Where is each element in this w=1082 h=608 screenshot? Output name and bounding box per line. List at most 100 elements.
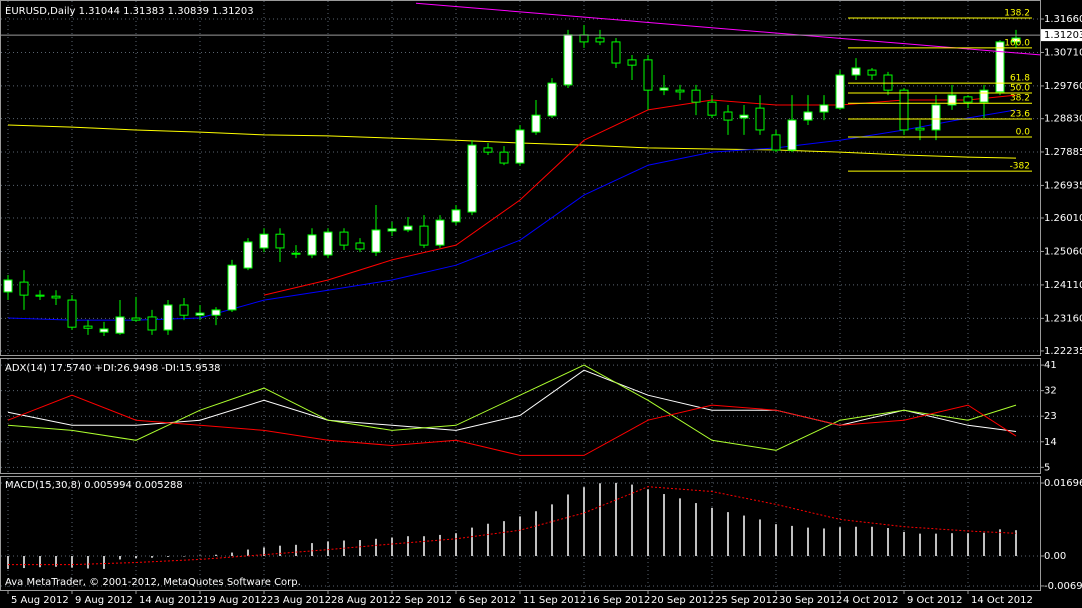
- macd-bar: [167, 556, 169, 557]
- candle-body: [739, 114, 749, 119]
- candle-body: [1011, 37, 1021, 43]
- y-tick-label: 41: [1044, 360, 1057, 371]
- y-tick-label: -0.00696: [1044, 581, 1082, 592]
- candle-body: [35, 294, 45, 297]
- candle-body: [643, 59, 653, 91]
- fibo-level-label: 23.6: [1010, 110, 1030, 120]
- macd-bar: [551, 504, 553, 557]
- fibo-level-label: 0.0: [1016, 127, 1031, 137]
- last-price-box: [1041, 29, 1082, 42]
- candle-body: [947, 94, 957, 106]
- candle-body: [451, 209, 461, 223]
- candle-body: [307, 234, 317, 256]
- macd-bar: [199, 555, 201, 557]
- candle-body: [611, 41, 621, 64]
- macd-bar: [887, 528, 889, 557]
- fibo-level-label: 138.2: [1004, 8, 1030, 18]
- macd-bar: [839, 527, 841, 557]
- candle-body: [931, 104, 941, 131]
- candle-body: [323, 231, 333, 256]
- candle-body: [163, 304, 173, 331]
- macd-bar: [503, 521, 505, 557]
- candle-body: [355, 242, 365, 250]
- x-tick-label: 16 Sep 2012: [587, 595, 650, 606]
- macd-bar: [743, 515, 745, 557]
- y-tick-label: 1.26010: [1044, 213, 1082, 224]
- data-layer: [1, 2, 1041, 569]
- macd-bar: [999, 529, 1001, 557]
- macd-bar: [919, 533, 921, 557]
- macd-bar: [439, 534, 441, 557]
- macd-bar: [55, 556, 57, 567]
- macd-bar: [871, 526, 873, 557]
- candle-body: [19, 281, 29, 296]
- x-tick-label: 14 Aug 2012: [139, 595, 203, 606]
- x-tick-label: 6 Sep 2012: [459, 595, 516, 606]
- fibo-level-label: -382: [1010, 162, 1030, 172]
- macd-bar: [103, 556, 105, 569]
- y-tick-label: 14: [1044, 437, 1057, 448]
- candle-body: [835, 74, 845, 109]
- candle-body: [67, 299, 77, 328]
- macd-bar: [647, 489, 649, 557]
- trend-line: [415, 2, 1041, 56]
- candle-body: [899, 89, 909, 131]
- macd-bar: [775, 524, 777, 557]
- candle-body: [419, 225, 429, 246]
- y-tick-label: 1.27885: [1044, 147, 1082, 158]
- macd-bar: [455, 533, 457, 557]
- y-tick-label: 1.26935: [1044, 180, 1082, 191]
- candle-body: [291, 252, 301, 255]
- macd-bar: [423, 536, 425, 557]
- y-tick-label: 23: [1044, 411, 1057, 422]
- fibo-level-label: 100.0: [1004, 38, 1030, 48]
- macd-bar: [791, 525, 793, 557]
- candle-body: [195, 312, 205, 316]
- candle-body: [755, 107, 765, 131]
- macd-bar: [951, 533, 953, 557]
- candle-body: [371, 229, 381, 253]
- x-tick-label: 9 Aug 2012: [75, 595, 133, 606]
- candle-body: [867, 69, 877, 76]
- candle-body: [963, 96, 973, 103]
- macd-bar: [695, 503, 697, 557]
- candle-body: [787, 119, 797, 151]
- x-tick-label: 30 Sep 2012: [779, 595, 842, 606]
- candle-body: [995, 41, 1005, 93]
- macd-bar: [247, 549, 249, 557]
- x-tick-label: 11 Sep 2012: [523, 595, 586, 606]
- adx-panel-frame: [0, 358, 1041, 474]
- macd-bar: [7, 556, 9, 569]
- candle-body: [723, 111, 733, 121]
- y-tick-label: 1.23160: [1044, 313, 1082, 324]
- price-panel-frame: [0, 0, 1041, 356]
- macd-bar: [583, 487, 585, 557]
- macd-bar: [967, 533, 969, 557]
- macd-bar: [1015, 530, 1017, 557]
- y-tick-label: 1.22235: [1044, 346, 1082, 357]
- fibo-level-label: 50.0: [1010, 83, 1030, 93]
- candle-body: [51, 295, 61, 299]
- macd-bar: [727, 512, 729, 557]
- macd-bar: [903, 531, 905, 557]
- y-tick-label: 1.30710: [1044, 47, 1082, 58]
- candle-body: [547, 82, 557, 117]
- macd-bar: [599, 483, 601, 557]
- candle-body: [691, 89, 701, 103]
- macd-bar: [231, 552, 233, 557]
- copyright: Ava MetaTrader, © 2001-2012, MetaQuotes …: [5, 577, 301, 588]
- x-tick-label: 9 Oct 2012: [907, 595, 962, 606]
- candle-body: [627, 59, 637, 66]
- candle-body: [243, 241, 253, 269]
- candle-body: [467, 144, 477, 213]
- macd-bar: [807, 527, 809, 557]
- fibo-level-label: 61.8: [1010, 74, 1030, 84]
- candle-body: [595, 37, 605, 43]
- y-tick-label: 1.24110: [1044, 280, 1082, 291]
- candle-body: [499, 151, 509, 164]
- y-tick-label: 1.29760: [1044, 81, 1082, 92]
- macd-bar: [983, 532, 985, 557]
- macd-bar: [519, 516, 521, 557]
- macd-bar: [327, 541, 329, 557]
- candle-body: [851, 67, 861, 76]
